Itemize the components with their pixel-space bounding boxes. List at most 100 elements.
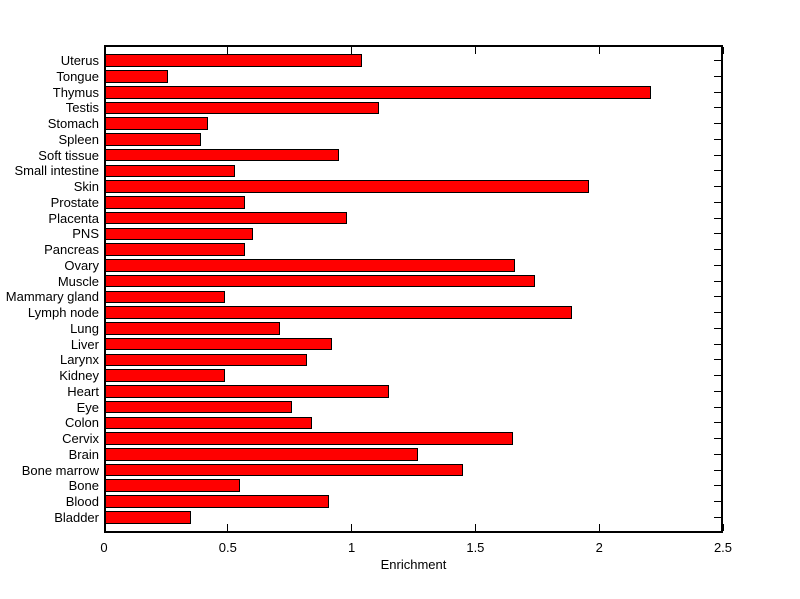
x-tick-mark (598, 524, 600, 531)
bar (104, 196, 246, 209)
y-axis-label: Bone (68, 478, 99, 494)
x-tick-mark (722, 47, 724, 54)
x-tick-mark (474, 47, 476, 54)
y-tick-mark (714, 107, 721, 109)
bar (104, 148, 340, 162)
plot-area (103, 45, 724, 533)
bar (104, 180, 590, 193)
y-axis-label: Kidney (59, 368, 99, 384)
x-tick-mark (598, 47, 600, 54)
bar (104, 54, 362, 68)
bar (104, 290, 226, 304)
bar (104, 337, 332, 351)
x-tick-label: 1.5 (466, 540, 485, 555)
y-axis-label: Colon (65, 415, 99, 431)
y-tick-mark (714, 327, 721, 329)
bar (104, 211, 347, 225)
bar (104, 479, 241, 493)
x-axis-title: Enrichment (380, 557, 447, 572)
y-axis-label: Prostate (50, 194, 99, 210)
y-tick-mark (714, 138, 721, 140)
y-axis-label: Bone marrow (21, 462, 99, 478)
y-tick-mark (714, 312, 721, 314)
y-tick-mark (714, 453, 721, 455)
x-tick-mark (227, 524, 229, 531)
bar (104, 369, 226, 382)
y-tick-mark (714, 343, 721, 345)
y-axis-label: Stomach (47, 116, 99, 132)
bar (104, 274, 535, 288)
bar (104, 416, 312, 430)
y-tick-mark (714, 170, 721, 172)
bar (104, 400, 293, 414)
y-tick-mark (714, 233, 721, 235)
bar (104, 495, 330, 508)
y-axis-label: Cervix (62, 431, 99, 447)
bar (104, 322, 280, 335)
y-tick-mark (714, 375, 721, 377)
bar (104, 259, 516, 272)
x-tick-label: 0.5 (218, 540, 237, 555)
y-axis-label: Pancreas (44, 242, 99, 258)
y-axis-label: Muscle (57, 273, 99, 289)
bar (104, 117, 208, 130)
bar (104, 353, 308, 367)
y-tick-mark (714, 75, 721, 77)
y-tick-mark (714, 249, 721, 251)
x-tick-label: 1 (347, 540, 356, 555)
y-axis-label: Lymph node (27, 305, 99, 321)
y-axis-label: Mammary gland (5, 289, 99, 305)
y-axis-label: Soft tissue (38, 147, 99, 163)
y-tick-mark (714, 438, 721, 440)
bar (104, 164, 236, 178)
bar (104, 447, 419, 461)
y-axis-label: Liver (70, 336, 99, 352)
y-tick-mark (714, 485, 721, 487)
y-tick-mark (714, 186, 721, 188)
bar (104, 432, 513, 445)
y-axis-label: Spleen (58, 131, 99, 147)
y-axis-label: Testis (65, 100, 99, 116)
y-axis-label: Blood (65, 494, 99, 510)
y-tick-mark (714, 264, 721, 266)
y-tick-mark (714, 154, 721, 156)
y-axis-label: Bladder (54, 509, 99, 525)
y-tick-mark (714, 280, 721, 282)
bar (104, 101, 379, 115)
x-tick-mark (103, 524, 105, 531)
y-tick-mark (714, 406, 721, 408)
bar (104, 243, 246, 256)
y-tick-mark (714, 469, 721, 471)
y-tick-mark (714, 91, 721, 93)
bar (104, 306, 572, 319)
y-axis-label: Eye (76, 399, 99, 415)
y-axis-label: Skin (73, 179, 99, 195)
y-axis-label: Larynx (59, 352, 99, 368)
y-axis-label: Placenta (48, 210, 99, 226)
bar (104, 85, 652, 99)
bar (104, 227, 253, 241)
y-tick-mark (714, 390, 721, 392)
y-axis-label: Tongue (56, 68, 99, 84)
y-tick-mark (714, 422, 721, 424)
y-tick-mark (714, 60, 721, 62)
y-tick-mark (714, 217, 721, 219)
y-tick-mark (714, 516, 721, 518)
x-tick-label: 0 (100, 540, 108, 555)
y-tick-mark (714, 201, 721, 203)
y-axis-label: Lung (70, 320, 99, 336)
y-tick-mark (714, 296, 721, 298)
x-tick-mark (351, 524, 353, 531)
bar (104, 385, 389, 398)
bar (104, 463, 464, 477)
y-tick-mark (714, 123, 721, 125)
x-tick-mark (227, 47, 229, 54)
y-axis-label: Thymus (52, 84, 99, 100)
y-axis-label: PNS (72, 226, 99, 242)
x-tick-mark (351, 47, 353, 54)
y-axis-label: Uterus (60, 53, 99, 69)
y-tick-mark (714, 359, 721, 361)
y-axis-label: Heart (67, 383, 99, 399)
y-axis-label: Small intestine (14, 163, 99, 179)
